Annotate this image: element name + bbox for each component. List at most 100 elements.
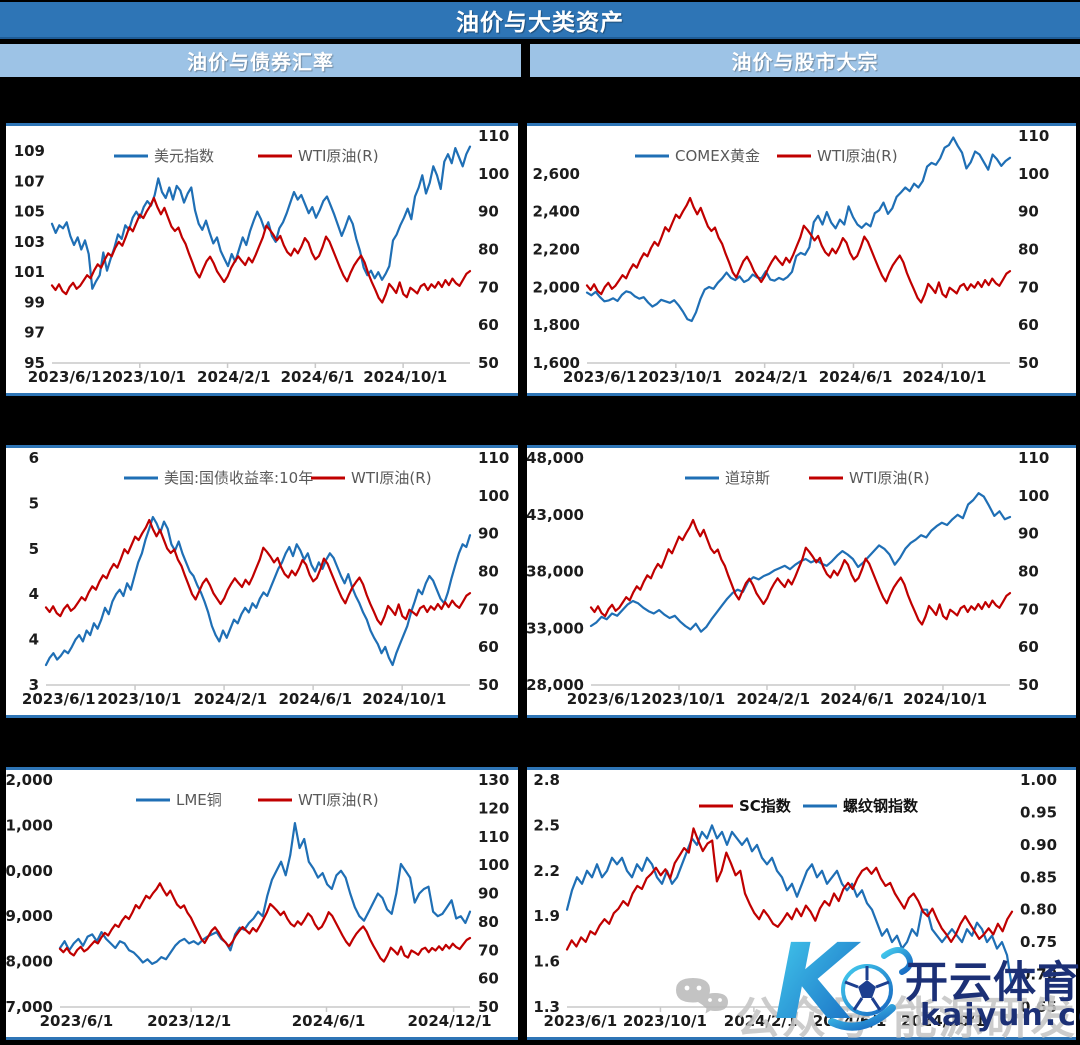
section-header-equity-commodity: 油价与股市大宗 bbox=[530, 44, 1080, 77]
right-axis-tick-label: 100 bbox=[1018, 165, 1049, 183]
watermark-brand-url: kaiyun.com bbox=[920, 998, 1080, 1033]
x-axis-label: 2023/6/1 bbox=[22, 690, 96, 708]
chart-panel-dow-vs-wti: 48,000 43,000 38,000 33,000 28,000 110 100 90 80… bbox=[526, 445, 1076, 718]
legend-label-dow: 道琼斯 bbox=[725, 469, 770, 487]
report-title-bar: 油价与大类资产 bbox=[0, 2, 1080, 39]
section-header-bonds-fx: 油价与债券汇率 bbox=[0, 44, 521, 77]
chart-canvas-gold-vs-wti: 2,600 2,400 2,200 2,000 1,800 1,600 110 100 90 80… bbox=[533, 127, 1050, 386]
left-axis-tick-label: 6 bbox=[29, 449, 39, 467]
right-axis-tick-label: 110 bbox=[1018, 127, 1049, 145]
x-axis-label: 2023/6/1 bbox=[567, 690, 641, 708]
right-axis-tick-label: 80 bbox=[478, 563, 499, 581]
right-axis-tick-label: 110 bbox=[1018, 449, 1049, 467]
left-axis-tick-label: 4 bbox=[29, 631, 39, 649]
left-axis-tick-label: 1.3 bbox=[533, 998, 560, 1016]
x-axis-label: 2024/6/1 bbox=[819, 368, 893, 386]
right-axis-tick-label: 70 bbox=[478, 278, 499, 296]
chart-panel-usd-vs-wti: 109 107 105 103 101 99 97 95 110 100 90 80 70 60 50 202… bbox=[6, 123, 518, 396]
page-title: 油价与大类资产 bbox=[456, 9, 624, 36]
right-axis-tick-label: 50 bbox=[478, 998, 499, 1016]
x-axis-label: 2024/2/1 bbox=[736, 690, 810, 708]
chart-canvas-dow-vs-wti: 48,000 43,000 38,000 33,000 28,000 110 100 90 80… bbox=[526, 449, 1049, 708]
left-axis-tick-label: 1,800 bbox=[533, 316, 580, 334]
kaiyun-logo: K bbox=[774, 921, 913, 1040]
x-axis-label: 2023/12/1 bbox=[147, 1012, 231, 1030]
chart-canvas-sc-vs-rebar: 2.8 2.5 2.2 1.9 1.6 1.3 1.00 0.95 0.90 0.85 0.80 0.… bbox=[533, 771, 1057, 1030]
left-axis-tick-label: 10,000 bbox=[6, 862, 53, 880]
x-axis-label: 2023/10/1 bbox=[623, 1012, 707, 1030]
left-axis-tick-label: 28,000 bbox=[527, 676, 584, 694]
legend-label-us10y: 美国:国债收益率:10年 bbox=[164, 469, 313, 487]
legend-label-rebar_index: 螺纹钢指数 bbox=[843, 797, 919, 815]
right-axis-tick-label: 90 bbox=[1018, 203, 1039, 221]
left-axis-tick-label: 105 bbox=[14, 203, 45, 221]
right-axis-tick-label: 110 bbox=[478, 127, 509, 145]
x-axis-label: 2024/10/1 bbox=[362, 690, 446, 708]
right-axis-tick-label: 50 bbox=[478, 676, 499, 694]
left-axis-tick-label: 1.6 bbox=[533, 953, 560, 971]
x-axis-label: 2024/12/1 bbox=[407, 1012, 491, 1030]
left-axis-tick-label: 97 bbox=[24, 324, 45, 342]
x-axis-label: 2024/10/1 bbox=[903, 690, 987, 708]
series-line-sc_index bbox=[565, 827, 1014, 951]
right-axis-tick-label: 110 bbox=[478, 449, 509, 467]
left-axis-tick-label: 7,000 bbox=[6, 998, 53, 1016]
x-axis-label: 2023/10/1 bbox=[102, 368, 186, 386]
left-axis-tick-label: 33,000 bbox=[527, 619, 584, 637]
left-axis-tick-label: 38,000 bbox=[527, 563, 584, 581]
watermark-brand-name: 开云体育 bbox=[905, 958, 1080, 1008]
right-axis-tick-label: 0.75 bbox=[1020, 933, 1057, 951]
left-axis-tick-label: 107 bbox=[14, 172, 45, 190]
right-axis-tick-label: 70 bbox=[1018, 600, 1039, 618]
legend-label-wti: WTI原油(R) bbox=[298, 147, 379, 165]
chart-canvas-copper-vs-wti: 12,000 11,000 10,000 9,000 8,000 7,000 130 120 1… bbox=[0, 771, 509, 1030]
left-axis-tick-label: 95 bbox=[24, 354, 45, 372]
right-axis-tick-label: 1.00 bbox=[1020, 771, 1057, 789]
series-line-wti bbox=[585, 196, 1012, 304]
right-axis-tick-label: 60 bbox=[1018, 316, 1039, 334]
chart-canvas-us10y-vs-wti: 6 5 5 4 4 3 110 100 90 80 70 60 50 2023/6/1 2023/10/1 2… bbox=[22, 449, 509, 708]
x-axis-label: 2023/10/1 bbox=[638, 368, 722, 386]
right-axis-tick-label: 110 bbox=[478, 828, 509, 846]
series-line-lme_copper bbox=[58, 821, 472, 965]
left-axis-tick-label: 99 bbox=[24, 293, 45, 311]
right-axis-tick-label: 90 bbox=[478, 885, 499, 903]
left-axis-tick-label: 12,000 bbox=[6, 771, 53, 789]
right-axis-tick-label: 90 bbox=[478, 203, 499, 221]
left-axis-tick-label: 5 bbox=[29, 540, 39, 558]
left-axis-tick-label: 103 bbox=[14, 233, 45, 251]
x-axis-label: 2023/10/1 bbox=[641, 690, 725, 708]
right-axis-tick-label: 60 bbox=[478, 638, 499, 656]
right-axis-tick-label: 100 bbox=[478, 856, 509, 874]
left-axis-tick-label: 5 bbox=[29, 494, 39, 512]
left-axis-tick-label: 4 bbox=[29, 585, 39, 603]
right-axis-tick-label: 70 bbox=[478, 600, 499, 618]
section-header-equity-commodity-label: 油价与股市大宗 bbox=[731, 50, 879, 74]
left-axis-tick-label: 3 bbox=[29, 676, 39, 694]
legend-label-lme_copper: LME铜 bbox=[176, 791, 222, 809]
right-axis-tick-label: 90 bbox=[1018, 525, 1039, 543]
right-axis-tick-label: 0.70 bbox=[1020, 966, 1057, 984]
left-axis-tick-label: 1,600 bbox=[533, 354, 580, 372]
left-axis-tick-label: 2,400 bbox=[533, 203, 580, 221]
section-header-bonds-fx-label: 油价与债券汇率 bbox=[187, 50, 334, 74]
left-axis-tick-label: 1.9 bbox=[533, 907, 560, 925]
legend-label-comex_gold: COMEX黄金 bbox=[675, 147, 760, 165]
left-axis-tick-label: 2,600 bbox=[533, 165, 580, 183]
right-axis-tick-label: 0.95 bbox=[1020, 803, 1057, 821]
series-line-wti bbox=[58, 882, 472, 963]
legend-label-wti: WTI原油(R) bbox=[298, 791, 379, 809]
x-axis-label: 2023/6/1 bbox=[28, 368, 102, 386]
right-axis-tick-label: 130 bbox=[478, 771, 509, 789]
left-axis-tick-label: 8,000 bbox=[6, 953, 53, 971]
x-axis-label: 2024/6/1 bbox=[281, 368, 355, 386]
series-line-comex_gold bbox=[585, 136, 1012, 323]
right-axis-tick-label: 120 bbox=[478, 799, 509, 817]
right-axis-tick-label: 0.85 bbox=[1020, 868, 1057, 886]
legend-label-usd_index: 美元指数 bbox=[154, 147, 214, 165]
right-axis-tick-label: 100 bbox=[1018, 487, 1049, 505]
legend-label-wti: WTI原油(R) bbox=[849, 469, 930, 487]
right-axis-tick-label: 60 bbox=[478, 970, 499, 988]
right-axis-tick-label: 90 bbox=[478, 525, 499, 543]
